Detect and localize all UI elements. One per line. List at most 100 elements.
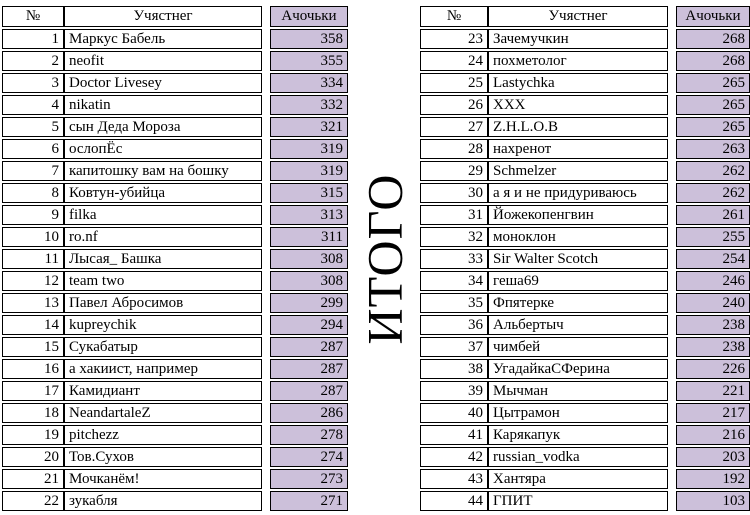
cell-rank: 23	[420, 29, 488, 49]
column-header-participant: Учястнег	[64, 6, 262, 27]
cell-participant: Lastychka	[488, 73, 668, 93]
cell-participant: капитошку вам на бошку	[64, 161, 262, 181]
table-row: 17 Камидиант 287	[2, 381, 348, 401]
cell-points: 274	[270, 447, 348, 467]
cell-points: 246	[676, 271, 750, 291]
cell-rank: 38	[420, 359, 488, 379]
spacer-cell	[668, 117, 676, 137]
cell-rank: 4	[2, 95, 64, 115]
table-row: 38 УгадайкаСФерина 226	[420, 359, 750, 379]
cell-rank: 29	[420, 161, 488, 181]
cell-rank: 2	[2, 51, 64, 71]
spacer-cell	[668, 183, 676, 203]
spacer-cell	[668, 73, 676, 93]
table-row: 8 Ковтун-убийца 315	[2, 183, 348, 203]
cell-rank: 3	[2, 73, 64, 93]
cell-points: 238	[676, 315, 750, 335]
cell-participant: Doctor Livesey	[64, 73, 262, 93]
table-row: 21 Мочканём! 273	[2, 469, 348, 489]
cell-points: 240	[676, 293, 750, 313]
spacer-cell	[668, 271, 676, 291]
cell-points: 261	[676, 205, 750, 225]
total-label-column: ИТОГО	[348, 4, 420, 513]
cell-points: 311	[270, 227, 348, 247]
cell-participant: Маркус Бабель	[64, 29, 262, 49]
cell-points: 332	[270, 95, 348, 115]
cell-points: 192	[676, 469, 750, 489]
table-body-right: 23 Зачемучкин 268 24 похметолог 268 25 L…	[420, 29, 750, 511]
cell-points: 268	[676, 51, 750, 71]
column-header-points: Ачочьки	[270, 6, 348, 27]
table-header: № Учястнег Ачочьки	[420, 6, 750, 27]
cell-participant: Карякапук	[488, 425, 668, 445]
cell-rank: 10	[2, 227, 64, 247]
spacer-cell	[262, 293, 270, 313]
table-row: 35 Фпятерке 240	[420, 293, 750, 313]
table-row: 11 Лысая_ Башка 308	[2, 249, 348, 269]
cell-points: 203	[676, 447, 750, 467]
cell-points: 308	[270, 271, 348, 291]
cell-participant: Мычман	[488, 381, 668, 401]
table-row: 7 капитошку вам на бошку 319	[2, 161, 348, 181]
spacer-cell	[668, 139, 676, 159]
spacer-cell	[262, 425, 270, 445]
cell-points: 226	[676, 359, 750, 379]
table-row: 31 Йожекопенгвин 261	[420, 205, 750, 225]
spacer-cell	[262, 271, 270, 291]
spacer-cell	[262, 161, 270, 181]
table-row: 16 а хакиист, например 287	[2, 359, 348, 379]
cell-points: 299	[270, 293, 348, 313]
cell-rank: 25	[420, 73, 488, 93]
cell-rank: 30	[420, 183, 488, 203]
cell-rank: 43	[420, 469, 488, 489]
cell-points: 321	[270, 117, 348, 137]
cell-points: 319	[270, 161, 348, 181]
cell-points: 278	[270, 425, 348, 445]
cell-participant: XXX	[488, 95, 668, 115]
table-row: 30 а я и не придуриваюсь 262	[420, 183, 750, 203]
table-row: 10 ro.nf 311	[2, 227, 348, 247]
cell-participant: Альбертыч	[488, 315, 668, 335]
spacer-cell	[262, 337, 270, 357]
cell-points: 216	[676, 425, 750, 445]
cell-points: 294	[270, 315, 348, 335]
cell-points: 287	[270, 381, 348, 401]
cell-participant: kupreychik	[64, 315, 262, 335]
cell-points: 263	[676, 139, 750, 159]
spacer-cell	[668, 315, 676, 335]
cell-rank: 16	[2, 359, 64, 379]
cell-participant: Мочканём!	[64, 469, 262, 489]
spacer-cell	[668, 6, 676, 27]
spacer-cell	[668, 381, 676, 401]
spacer-cell	[262, 205, 270, 225]
cell-participant: ro.nf	[64, 227, 262, 247]
table-row: 15 Сукабатыр 287	[2, 337, 348, 357]
cell-participant: Павел Абросимов	[64, 293, 262, 313]
table-row: 6 ослопЁс 319	[2, 139, 348, 159]
cell-points: 268	[676, 29, 750, 49]
cell-rank: 9	[2, 205, 64, 225]
cell-rank: 39	[420, 381, 488, 401]
table-row: 28 нахренот 263	[420, 139, 750, 159]
cell-participant: Ковтун-убийца	[64, 183, 262, 203]
cell-rank: 13	[2, 293, 64, 313]
cell-rank: 34	[420, 271, 488, 291]
table-row: 36 Альбертыч 238	[420, 315, 750, 335]
spacer-cell	[668, 359, 676, 379]
table-header: № Учястнег Ачочьки	[2, 6, 348, 27]
cell-participant: а я и не придуриваюсь	[488, 183, 668, 203]
cell-participant: Schmelzer	[488, 161, 668, 181]
cell-participant: NeandartaleZ	[64, 403, 262, 423]
cell-points: 273	[270, 469, 348, 489]
cell-rank: 27	[420, 117, 488, 137]
cell-rank: 31	[420, 205, 488, 225]
table-row: 44 ГПИТ 103	[420, 491, 750, 511]
cell-rank: 21	[2, 469, 64, 489]
spacer-cell	[262, 403, 270, 423]
spacer-cell	[262, 447, 270, 467]
spacer-cell	[668, 161, 676, 181]
spacer-cell	[262, 73, 270, 93]
spacer-cell	[668, 95, 676, 115]
table-row: 19 pitchezz 278	[2, 425, 348, 445]
